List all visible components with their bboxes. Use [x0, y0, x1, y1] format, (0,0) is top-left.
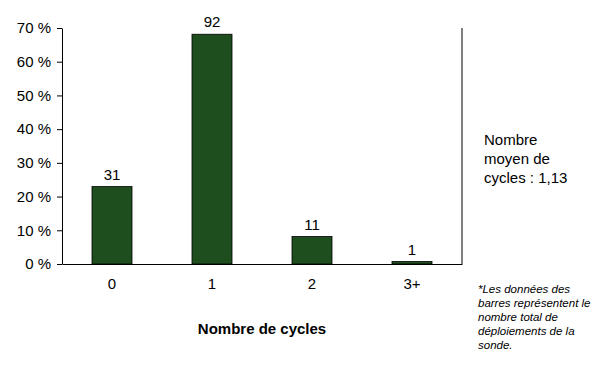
- x-tick: 1: [208, 264, 216, 292]
- y-tick: 40 %: [17, 120, 62, 137]
- x-axis-line: [63, 264, 463, 265]
- x-tick: 3+: [403, 264, 420, 292]
- x-tick-label: 1: [208, 275, 216, 292]
- y-tick-mark: [57, 230, 62, 231]
- annotation: Nombremoyen decycles : 1,13: [484, 131, 567, 186]
- y-tick-mark: [57, 264, 62, 265]
- y-tick-label: 20 %: [17, 188, 51, 205]
- y-tick-mark: [57, 129, 62, 130]
- y-tick-label: 50 %: [17, 87, 51, 104]
- count-labels: 3192111: [104, 13, 417, 257]
- y-tick-label: 40 %: [17, 120, 51, 137]
- x-axis: 0 1 2 3+: [63, 264, 463, 292]
- y-tick-label: 10 %: [17, 222, 51, 239]
- x-tick-label: 3+: [403, 275, 420, 292]
- footnote: *Les données desbarres représentent leno…: [478, 283, 591, 351]
- y-tick-label: 60 %: [17, 53, 51, 70]
- y-tick-mark: [57, 62, 62, 63]
- bar: [92, 187, 132, 264]
- y-tick-mark: [57, 163, 62, 164]
- bars: [92, 34, 432, 264]
- bar: [292, 237, 332, 264]
- y-tick-mark: [57, 95, 62, 96]
- y-tick: 60 %: [17, 53, 62, 70]
- y-axis-line: [62, 29, 63, 265]
- bar: [192, 34, 232, 264]
- count-label: 31: [104, 166, 121, 183]
- y-axis: 0 % 10 % 20 % 30 % 40 % 50 % 60 % 70 %: [17, 19, 63, 272]
- x-tick: 2: [308, 264, 316, 292]
- count-label: 1: [408, 241, 416, 258]
- count-label: 11: [304, 216, 320, 233]
- y-tick: 10 %: [17, 222, 62, 239]
- y-tick: 70 %: [17, 19, 62, 36]
- y-tick: 50 %: [17, 87, 62, 104]
- y-tick-mark: [57, 197, 62, 198]
- y-tick: 30 %: [17, 154, 62, 171]
- x-tick: 0: [108, 264, 116, 292]
- count-label: 92: [204, 13, 221, 30]
- y-tick-label: 0 %: [25, 255, 51, 272]
- y-tick-label: 30 %: [17, 154, 51, 171]
- x-tick-label: 0: [108, 275, 116, 292]
- y-tick-mark: [57, 28, 62, 29]
- bar: [392, 262, 432, 264]
- y-tick: 0 %: [25, 255, 62, 272]
- x-axis-title: Nombre de cycles: [198, 320, 326, 337]
- y-tick-label: 70 %: [17, 19, 51, 36]
- frame-line: [462, 28, 463, 264]
- y-tick: 20 %: [17, 188, 62, 205]
- x-tick-label: 2: [308, 275, 316, 292]
- chart: 0 % 10 % 20 % 30 % 40 % 50 % 60 % 70 % 0 1 2 3+ 31 92…: [0, 0, 602, 365]
